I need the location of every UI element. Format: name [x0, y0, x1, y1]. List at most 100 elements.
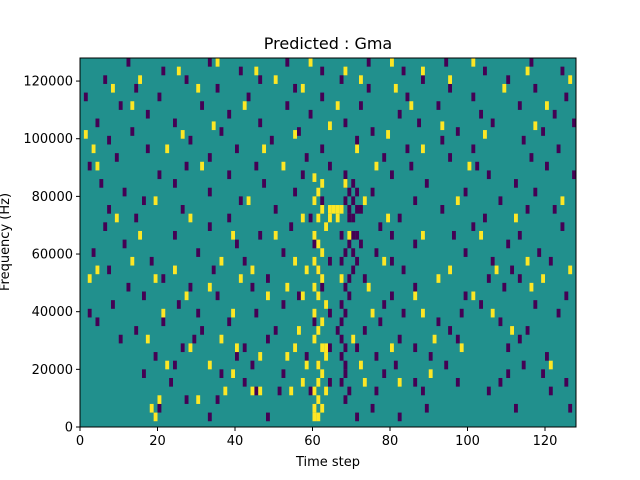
high-cell [138, 75, 143, 84]
x-tick-label: 0 [76, 434, 84, 449]
low-cell [568, 403, 573, 413]
high-cell [91, 144, 96, 154]
low-cell [486, 170, 491, 180]
high-cell [525, 256, 530, 266]
low-cell [471, 92, 476, 102]
low-cell [409, 161, 414, 171]
low-cell [122, 187, 127, 197]
low-cell [258, 75, 263, 84]
low-cell [188, 135, 193, 145]
high-cell [331, 205, 336, 214]
high-cell [490, 308, 495, 318]
high-cell [568, 265, 573, 275]
high-cell [448, 75, 453, 84]
x-tick-label: 80 [382, 434, 399, 449]
low-cell [188, 282, 193, 292]
high-cell [196, 395, 201, 404]
plot-frame [79, 57, 577, 428]
low-cell [452, 230, 456, 240]
low-cell [266, 274, 270, 283]
high-cell [386, 130, 391, 139]
low-cell [393, 360, 398, 370]
low-cell [490, 256, 495, 266]
low-cell [343, 118, 348, 128]
high-cell [339, 274, 344, 283]
low-cell [401, 308, 406, 318]
low-cell [428, 352, 433, 361]
high-cell [153, 274, 158, 283]
low-cell [355, 230, 360, 240]
high-cell [219, 334, 224, 344]
high-cell [312, 196, 317, 206]
low-cell [207, 58, 212, 67]
low-cell [560, 222, 565, 231]
high-cell [196, 83, 201, 93]
low-cell [157, 170, 162, 180]
low-cell [161, 274, 166, 283]
high-cell [165, 360, 170, 370]
high-cell [300, 291, 305, 301]
low-cell [347, 187, 352, 197]
y-tick-label: 80000 [32, 190, 73, 205]
low-cell [421, 386, 425, 396]
low-cell [134, 83, 139, 93]
high-cell [390, 58, 394, 67]
low-cell [207, 412, 212, 422]
high-cell [335, 205, 340, 214]
low-cell [320, 92, 325, 102]
low-cell [351, 213, 356, 223]
x-tick-label: 60 [304, 434, 321, 449]
low-cell [564, 377, 569, 387]
low-cell [184, 161, 189, 171]
high-cell [316, 412, 321, 422]
high-cell [529, 282, 534, 292]
low-cell [483, 213, 487, 223]
low-cell [366, 58, 371, 67]
low-cell [142, 291, 146, 301]
high-cell [347, 230, 352, 240]
y-tick-label: 100000 [23, 132, 73, 147]
low-cell [556, 144, 561, 154]
low-cell [103, 75, 108, 84]
low-cell [258, 118, 263, 128]
low-cell [293, 83, 298, 93]
low-cell [173, 360, 177, 370]
high-cell [223, 386, 228, 396]
low-cell [219, 369, 224, 378]
low-cell [250, 282, 255, 292]
low-cell [413, 377, 418, 387]
low-cell [529, 58, 534, 67]
low-cell [355, 412, 360, 422]
high-cell [448, 265, 453, 275]
low-cell [572, 118, 577, 128]
low-cell [359, 101, 363, 110]
high-cell [541, 274, 546, 283]
low-cell [517, 334, 522, 344]
low-cell [235, 144, 239, 154]
low-cell [436, 101, 441, 110]
high-cell [459, 343, 464, 353]
low-cell [355, 187, 360, 197]
low-cell [254, 386, 259, 396]
low-cell [424, 403, 429, 413]
low-cell [351, 230, 356, 240]
low-cell [343, 343, 348, 353]
low-cell [479, 300, 484, 309]
low-cell [378, 222, 383, 231]
low-cell [246, 92, 251, 102]
high-cell [440, 121, 445, 131]
high-cell [95, 161, 100, 171]
high-cell [254, 66, 259, 76]
high-cell [293, 256, 298, 266]
high-cell [153, 412, 158, 422]
high-cell [471, 291, 476, 301]
low-cell [328, 308, 332, 318]
low-cell [91, 248, 96, 257]
low-cell [355, 135, 360, 145]
high-cell [184, 291, 189, 301]
low-cell [529, 153, 534, 162]
low-cell [242, 377, 247, 387]
low-cell [351, 179, 356, 188]
high-cell [320, 274, 325, 283]
low-cell [424, 179, 429, 188]
